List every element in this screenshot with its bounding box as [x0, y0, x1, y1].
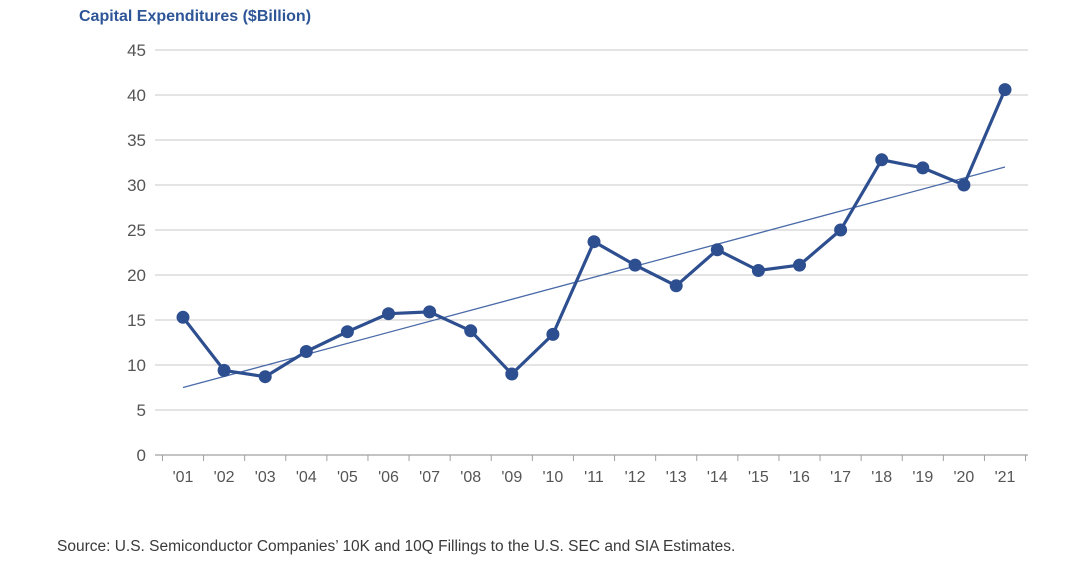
data-point — [340, 325, 354, 339]
gridlines — [155, 49, 1028, 411]
x-tick-label: '03 — [255, 469, 276, 486]
data-point — [382, 307, 395, 321]
y-tick-label: 40 — [127, 86, 146, 105]
x-tick-label: '20 — [953, 469, 974, 486]
x-tick-label: '10 — [542, 469, 563, 486]
x-tick-label: '21 — [995, 469, 1016, 486]
data-point — [546, 327, 560, 341]
x-tick-label: '13 — [666, 469, 687, 486]
y-tick-label: 30 — [127, 176, 146, 195]
data-point — [957, 178, 971, 192]
x-tick-label: '19 — [912, 469, 933, 486]
trend-line — [182, 166, 1006, 389]
data-point — [464, 324, 478, 338]
data-point — [669, 279, 683, 293]
y-tick-label: 0 — [137, 446, 146, 465]
data-point — [834, 223, 848, 237]
x-tick-label: '09 — [501, 469, 522, 486]
x-tick-label: '05 — [337, 469, 358, 486]
y-tick-label: 45 — [127, 41, 146, 60]
series-group — [176, 83, 1012, 384]
source-note: Source: U.S. Semiconductor Companies’ 10… — [57, 538, 736, 555]
x-tick-label: '11 — [584, 469, 604, 486]
x-tick-label: '16 — [789, 469, 810, 486]
x-tick-label: '17 — [830, 469, 851, 486]
data-point — [587, 235, 601, 249]
data-point — [916, 161, 930, 175]
data-point — [751, 264, 765, 277]
data-point — [998, 83, 1012, 97]
y-tick-label: 25 — [127, 221, 146, 240]
y-axis-ticks: 0 5 10 15 20 25 30 35 40 45 — [127, 41, 146, 465]
x-tick-label: '18 — [871, 469, 892, 486]
x-tick-label: '15 — [748, 469, 769, 486]
y-tick-label: 15 — [127, 311, 146, 330]
y-tick-label: 10 — [127, 356, 146, 375]
x-tick-label: '06 — [378, 469, 399, 486]
x-tick-label: '02 — [214, 469, 235, 486]
data-point — [176, 310, 190, 324]
y-tick-label: 35 — [127, 131, 146, 150]
chart-title: Capital Expenditures ($Billion) — [79, 8, 312, 25]
data-point — [710, 243, 724, 257]
trend-line-group — [182, 166, 1006, 389]
data-point — [875, 153, 889, 167]
y-tick-label: 5 — [137, 401, 146, 420]
x-axis: '01 '02 '03 '04 '05 '06 '07 '08 '09 '10 '11 '12 '13 '… — [155, 454, 1028, 486]
data-point — [258, 370, 272, 384]
x-tick-label: '01 — [173, 469, 194, 486]
x-tick-label: '08 — [460, 469, 481, 486]
x-tick-label: '12 — [625, 469, 646, 486]
x-tick-label: '04 — [296, 469, 317, 486]
x-tick-label: '07 — [419, 469, 440, 486]
data-point — [505, 367, 519, 381]
data-point — [628, 258, 642, 272]
y-tick-label: 20 — [127, 266, 146, 285]
series-line — [181, 88, 1007, 379]
data-point — [423, 305, 437, 319]
data-point — [793, 258, 806, 272]
data-point — [299, 345, 313, 358]
data-point — [217, 363, 231, 377]
x-tick-label: '14 — [707, 469, 728, 486]
